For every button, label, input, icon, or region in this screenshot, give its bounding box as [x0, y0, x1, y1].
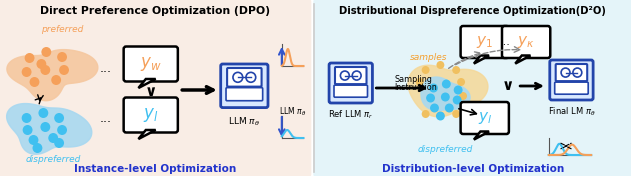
Circle shape	[573, 68, 582, 77]
Circle shape	[22, 125, 33, 135]
Circle shape	[561, 68, 570, 77]
Circle shape	[246, 72, 256, 82]
Circle shape	[422, 66, 429, 74]
Text: Direct Preference Optimization (DPO): Direct Preference Optimization (DPO)	[40, 6, 269, 16]
FancyBboxPatch shape	[334, 85, 367, 97]
Circle shape	[51, 75, 61, 85]
FancyBboxPatch shape	[335, 67, 367, 84]
Circle shape	[436, 112, 445, 121]
Circle shape	[57, 52, 67, 62]
Circle shape	[24, 53, 35, 63]
Text: $y_w$: $y_w$	[140, 55, 162, 73]
Text: dispreferred: dispreferred	[26, 156, 81, 165]
Circle shape	[36, 59, 46, 69]
Circle shape	[441, 93, 450, 102]
Text: samples: samples	[410, 54, 447, 62]
Text: $y_1$: $y_1$	[476, 34, 493, 50]
Polygon shape	[138, 130, 156, 139]
Circle shape	[442, 80, 451, 89]
FancyBboxPatch shape	[0, 0, 311, 176]
Circle shape	[42, 47, 51, 57]
Text: ...: ...	[99, 61, 111, 74]
Circle shape	[29, 135, 38, 145]
FancyBboxPatch shape	[556, 64, 588, 81]
Text: ...: ...	[500, 37, 511, 47]
Circle shape	[22, 113, 31, 123]
Text: dispreferred: dispreferred	[418, 146, 473, 155]
Text: LLM $\pi_\theta$: LLM $\pi_\theta$	[279, 106, 307, 118]
Text: Ref LLM $\pi_r$: Ref LLM $\pi_r$	[328, 109, 374, 121]
Circle shape	[429, 83, 438, 93]
FancyBboxPatch shape	[227, 68, 262, 87]
Polygon shape	[421, 77, 470, 111]
Circle shape	[352, 71, 361, 80]
FancyBboxPatch shape	[329, 63, 372, 103]
Circle shape	[59, 65, 69, 75]
Circle shape	[29, 77, 40, 87]
Polygon shape	[7, 50, 98, 101]
Polygon shape	[138, 79, 156, 88]
Circle shape	[459, 92, 467, 100]
Circle shape	[38, 108, 48, 118]
Circle shape	[340, 71, 349, 80]
Circle shape	[426, 93, 435, 102]
Circle shape	[54, 138, 64, 148]
Circle shape	[452, 96, 461, 105]
Circle shape	[40, 65, 51, 75]
Circle shape	[54, 113, 64, 123]
Polygon shape	[474, 55, 489, 64]
Text: Distribution-level Optimization: Distribution-level Optimization	[382, 164, 564, 174]
Text: ∨: ∨	[501, 78, 513, 93]
Polygon shape	[515, 55, 531, 64]
Circle shape	[22, 67, 31, 77]
FancyBboxPatch shape	[124, 46, 178, 81]
Text: $y_l$: $y_l$	[143, 106, 159, 124]
FancyBboxPatch shape	[226, 88, 262, 101]
Text: LLM $\pi_\theta$: LLM $\pi_\theta$	[228, 116, 260, 128]
Circle shape	[40, 122, 51, 132]
Circle shape	[33, 143, 42, 153]
FancyBboxPatch shape	[461, 102, 509, 134]
Circle shape	[457, 78, 465, 86]
Text: ...: ...	[99, 112, 111, 124]
Polygon shape	[6, 103, 92, 154]
Circle shape	[452, 66, 460, 74]
Text: $y_\kappa$: $y_\kappa$	[517, 34, 535, 50]
Text: preferred: preferred	[41, 26, 83, 34]
Text: Instance-level Optimization: Instance-level Optimization	[74, 164, 236, 174]
FancyBboxPatch shape	[221, 64, 268, 108]
Circle shape	[445, 103, 454, 112]
Circle shape	[416, 78, 424, 86]
FancyBboxPatch shape	[314, 0, 632, 176]
FancyBboxPatch shape	[555, 82, 588, 94]
Circle shape	[452, 110, 460, 118]
Text: Instruction: Instruction	[394, 83, 437, 93]
Polygon shape	[474, 131, 489, 140]
Polygon shape	[408, 65, 488, 117]
Circle shape	[436, 61, 444, 69]
Text: $y_l$: $y_l$	[477, 110, 492, 126]
Circle shape	[454, 86, 463, 95]
Circle shape	[422, 110, 429, 118]
FancyBboxPatch shape	[502, 26, 550, 58]
FancyBboxPatch shape	[124, 98, 178, 133]
Text: Distributional Dispreference Optimization(D²O): Distributional Dispreference Optimizatio…	[339, 6, 606, 16]
Text: Final LM $\pi_\theta$: Final LM $\pi_\theta$	[548, 106, 595, 118]
FancyBboxPatch shape	[461, 26, 509, 58]
Circle shape	[57, 125, 67, 135]
Circle shape	[233, 72, 243, 82]
Circle shape	[430, 103, 439, 112]
Text: Sampling: Sampling	[394, 74, 432, 83]
Circle shape	[48, 133, 58, 143]
Text: ∨: ∨	[145, 84, 157, 99]
FancyBboxPatch shape	[550, 60, 593, 100]
